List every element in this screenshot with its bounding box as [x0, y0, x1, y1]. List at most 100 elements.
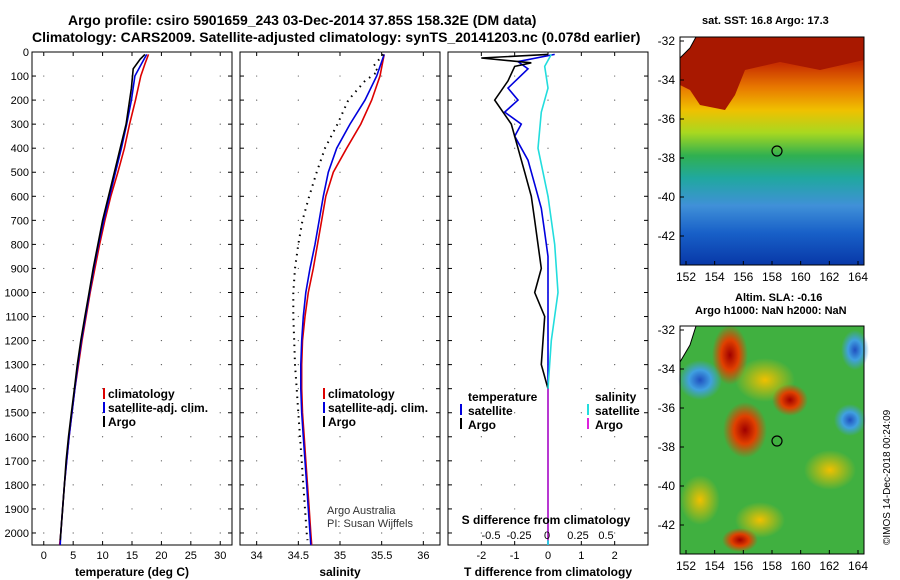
salinity-grid-dot: [422, 243, 424, 245]
temperature-grid-dot: [219, 195, 221, 197]
temperature-grid-dot: [131, 195, 133, 197]
diff-s-tick-label: 0.25: [567, 530, 588, 542]
diff-s-tick-label: 0.5: [598, 530, 613, 542]
salinity-grid-dot: [381, 364, 383, 366]
temperature-grid-dot: [160, 195, 163, 197]
salinity-xtick-label: 35: [334, 550, 346, 562]
temperature-grid-dot: [101, 195, 104, 197]
temperature-grid-dot: [160, 267, 163, 270]
sla-map-ytick-label: -42: [658, 518, 676, 532]
salinity-grid-dot: [381, 412, 383, 414]
salinity-grid-dot: [422, 339, 424, 342]
difference-grid-dot: [614, 123, 616, 125]
salinity-grid-dot: [381, 243, 383, 245]
sst-map-title: sat. SST: 16.8 Argo: 17.3: [702, 15, 829, 27]
difference-grid-dot: [614, 219, 616, 221]
temperature-grid-dot: [101, 291, 104, 294]
temperature-grid-dot: [190, 219, 192, 221]
salinity-grid-dot: [422, 388, 424, 390]
temperature-grid-dot: [160, 315, 163, 318]
salinity-legend-label: Argo: [328, 415, 356, 429]
temperature-grid-dot: [160, 364, 163, 366]
sst-map: [679, 36, 865, 266]
temperature-grid-dot: [101, 412, 104, 414]
salinity-xtick-label: 35.5: [371, 550, 392, 562]
difference-grid-dot: [547, 123, 549, 125]
imos-credit: ©IMOS 14-Dec-2018 00:24:09: [882, 409, 893, 545]
salinity-grid-dot: [297, 195, 299, 197]
salinity-xtick-label: 34: [251, 550, 263, 562]
difference-grid-dot: [514, 75, 516, 77]
difference-grid-dot: [614, 532, 616, 534]
difference-grid-dot: [514, 484, 516, 486]
difference-grid-dot: [480, 291, 482, 294]
temperature-grid-dot: [190, 315, 192, 318]
temperature-grid-dot: [72, 147, 74, 149]
salinity-grid-dot: [381, 123, 383, 125]
diff-legend-label: satellite: [595, 404, 640, 418]
sla-field-patch: [680, 475, 720, 525]
salinity-grid-dot: [256, 219, 258, 221]
temperature-grid-dot: [43, 412, 45, 414]
temperature-grid-dot: [43, 436, 45, 438]
temperature-grid-dot: [160, 436, 163, 438]
temperature-grid-dot: [219, 123, 221, 125]
salinity-grid-dot: [422, 436, 424, 438]
difference-grid-dot: [514, 315, 516, 318]
temperature-grid-dot: [101, 147, 104, 149]
temperature-grid-dot: [43, 364, 45, 366]
difference-grid-dot: [580, 412, 582, 414]
difference-grid-dot: [514, 460, 516, 462]
salinity-grid-dot: [256, 412, 258, 414]
temperature-grid-dot: [190, 364, 192, 366]
temperature-grid-dot: [219, 364, 221, 366]
temperature-grid-dot: [43, 460, 45, 462]
salinity-grid-dot: [339, 412, 341, 414]
difference-grid-dot: [614, 75, 616, 77]
salinity-grid-dot: [256, 364, 258, 366]
sla-field-patch: [772, 384, 808, 416]
depth-tick-label: 100: [11, 71, 29, 83]
difference-grid-dot: [480, 315, 482, 318]
salinity-grid-dot: [297, 171, 299, 173]
difference-grid-dot: [614, 412, 616, 414]
temperature-grid-dot: [101, 460, 104, 462]
difference-grid-dot: [580, 195, 582, 197]
temperature-grid-dot: [160, 291, 163, 294]
temperature-grid-dot: [219, 147, 221, 149]
salinity-grid-dot: [339, 195, 341, 197]
temperature-grid-dot: [219, 508, 221, 510]
difference-grid-dot: [614, 267, 616, 270]
depth-tick-label: 500: [11, 167, 29, 179]
temperature-plot-frame: [31, 51, 233, 546]
salinity-grid-dot: [339, 291, 341, 294]
sla-field-patch: [834, 404, 866, 436]
sla-map-xtick-label: 152: [676, 559, 696, 573]
temperature-grid-dot: [101, 508, 104, 510]
salinity-grid-dot: [381, 532, 383, 534]
temperature-xtick-label: 25: [185, 550, 197, 562]
salinity-annotation: PI: Susan Wijffels: [327, 518, 413, 530]
temperature-grid-dot: [131, 412, 133, 414]
temperature-xtick-label: 15: [126, 550, 138, 562]
temperature-grid-dot: [131, 460, 133, 462]
temperature-grid-dot: [160, 219, 163, 221]
difference-xtick-label: 2: [612, 550, 618, 562]
sst-map-xtick-label: 154: [705, 270, 725, 284]
temperature-grid-dot: [190, 412, 192, 414]
temperature-grid-dot: [43, 99, 45, 101]
diff-legend-title: salinity: [595, 390, 637, 404]
sla-field-patch: [841, 330, 869, 370]
difference-grid-dot: [580, 388, 582, 390]
difference-grid-dot: [614, 508, 616, 510]
salinity-grid-dot: [297, 412, 299, 414]
salinity-grid-dot: [256, 339, 258, 342]
salinity-grid-dot: [256, 99, 258, 101]
salinity-grid-dot: [381, 291, 383, 294]
temperature-grid-dot: [131, 364, 133, 366]
sst-map-ytick-label: -38: [658, 151, 676, 165]
sla-map-xtick-label: 162: [819, 559, 839, 573]
salinity-grid-dot: [381, 484, 383, 486]
salinity-grid-dot: [297, 315, 299, 318]
temperature-grid-dot: [131, 291, 133, 294]
